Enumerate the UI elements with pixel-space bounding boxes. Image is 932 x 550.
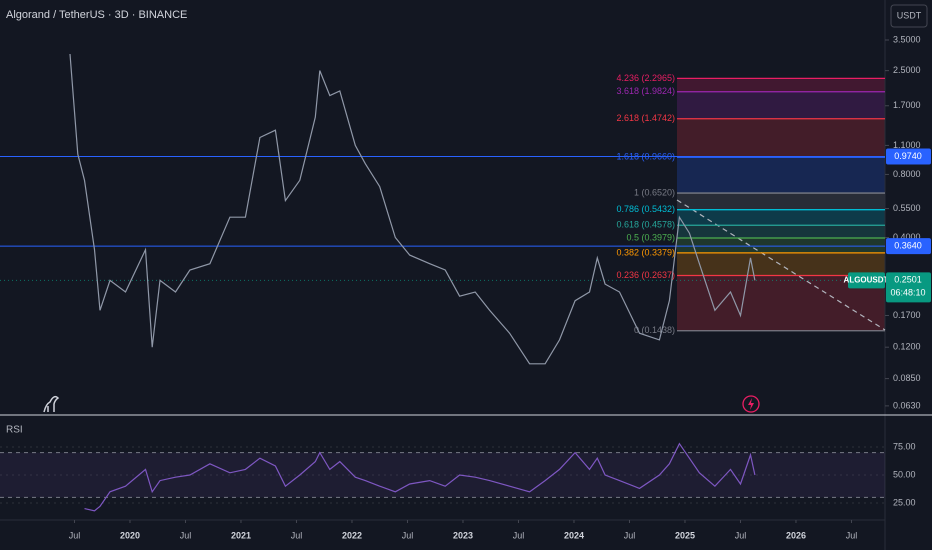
rsi-tick-label: 25.00 (893, 497, 916, 507)
rsi-title: RSI (6, 425, 23, 436)
x-tick-label: Jul (846, 530, 858, 540)
currency-button[interactable] (890, 4, 928, 28)
rsi-line (84, 442, 756, 512)
x-tick-label: 2022 (342, 530, 362, 540)
price-tag (886, 148, 931, 165)
fib-label: 2.618 (1.4742) (616, 113, 675, 123)
fib-zone (677, 225, 885, 239)
price-line (69, 53, 756, 365)
x-tick-label: 2026 (786, 530, 806, 540)
symbol-title: Algorand / TetherUS · 3D · BINANCE (6, 9, 187, 21)
logo-icon (43, 395, 60, 413)
fib-label: 0 (0.1438) (634, 325, 675, 335)
x-tick-label: Jul (180, 530, 192, 540)
fib-label: 0.618 (0.4578) (616, 220, 675, 230)
fib-zone (677, 209, 885, 226)
x-tick-label: Jul (402, 530, 414, 540)
x-tick-label: 2024 (564, 530, 584, 540)
trend-line (676, 199, 886, 331)
fib-label: 0.382 (0.3379) (616, 247, 675, 257)
x-tick-label: 2023 (453, 530, 473, 540)
x-tick-label: Jul (624, 530, 636, 540)
fib-zone (677, 238, 885, 253)
y-tick-label: 0.1700 (893, 310, 921, 320)
currency-label[interactable]: USDT (897, 10, 922, 20)
fib-zone (677, 91, 885, 119)
x-tick-label: 2020 (120, 530, 140, 540)
y-tick-label: 0.0850 (893, 373, 921, 383)
x-tick-label: Jul (291, 530, 303, 540)
y-tick-label: 0.0630 (893, 400, 921, 410)
rsi-tick-label: 50.00 (893, 469, 916, 479)
price-tag-label: 0.9740 (894, 151, 922, 161)
event-bolt (748, 398, 754, 410)
y-tick-label: 0.4000 (893, 232, 921, 242)
price-tag-label: 0.3640 (894, 241, 922, 251)
fib-zone (677, 118, 885, 158)
y-tick-label: 1.7000 (893, 100, 921, 110)
y-tick-label: 0.1200 (893, 342, 921, 352)
fib-zone (677, 157, 885, 194)
y-tick-label: 0.8000 (893, 169, 921, 179)
current-price-tag (886, 272, 931, 303)
fib-label: 4.236 (2.2965) (616, 73, 675, 83)
fib-label: 0.786 (0.5432) (616, 204, 675, 214)
rsi-tick-label: 75.00 (893, 441, 916, 451)
fib-zone (677, 78, 885, 92)
x-tick-label: 2021 (231, 530, 251, 540)
x-tick-label: Jul (69, 530, 81, 540)
event-icon[interactable] (742, 395, 760, 413)
y-tick-label: 3.5000 (893, 34, 921, 44)
countdown-label: 06:48:10 (890, 288, 925, 298)
fib-zone (677, 193, 885, 210)
fib-zone (677, 252, 885, 276)
fib-label: 0.236 (0.2637) (616, 270, 675, 280)
current-price-label: 0.2501 (894, 275, 922, 285)
y-tick-label: 2.5000 (893, 65, 921, 75)
x-tick-label: Jul (735, 530, 747, 540)
x-tick-label: 2025 (675, 530, 695, 540)
symbol-tag (848, 272, 885, 289)
x-tick-label: Jul (513, 530, 525, 540)
symbol-tag-label: ALGOUSDT (844, 275, 889, 284)
fib-label: 3.618 (1.9824) (616, 86, 675, 96)
y-tick-label: 1.1000 (893, 140, 921, 150)
fib-label: 1 (0.6520) (634, 187, 675, 197)
y-tick-label: 0.5500 (893, 203, 921, 213)
fib-label: 0.5 (0.3979) (626, 232, 675, 242)
price-tag (886, 238, 931, 255)
